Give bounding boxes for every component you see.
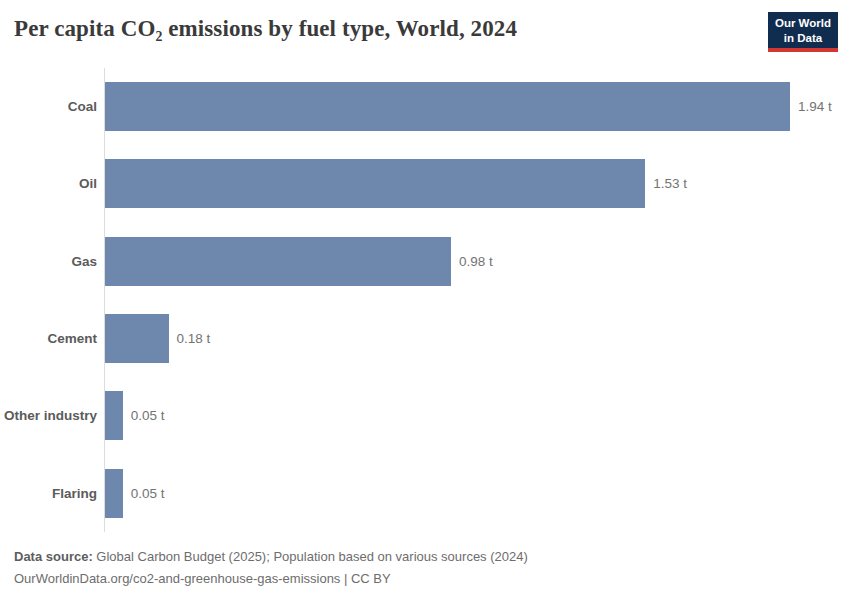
value-label: 0.05 t xyxy=(131,486,165,501)
owid-logo-line1: Our World xyxy=(775,16,831,31)
bar[interactable] xyxy=(105,391,123,440)
bar[interactable] xyxy=(105,469,123,518)
bar-row: Gas 0.98 t xyxy=(0,223,850,300)
value-label: 0.05 t xyxy=(131,408,165,423)
data-source-label: Data source: xyxy=(14,549,93,564)
bar[interactable] xyxy=(105,314,169,363)
value-label: 0.98 t xyxy=(459,254,493,269)
value-label: 0.18 t xyxy=(177,331,211,346)
chart-export: Per capita CO₂ emissions by fuel type, W… xyxy=(0,0,850,600)
bar-rows-container: Coal 1.94 t Oil 1.53 t Gas 0.98 t Cement 0.18 t… xyxy=(0,68,850,532)
data-source-line: Data source: Global Carbon Budget (2025)… xyxy=(14,546,834,568)
bar-chart: Coal 1.94 t Oil 1.53 t Gas 0.98 t Cement 0.18 t… xyxy=(0,68,850,532)
bar-track: 0.98 t xyxy=(105,237,850,286)
value-label: 1.94 t xyxy=(798,99,832,114)
bar[interactable] xyxy=(105,82,790,131)
bar-row: Cement 0.18 t xyxy=(0,300,850,377)
attribution-line: OurWorldinData.org/co2-and-greenhouse-ga… xyxy=(14,568,834,590)
chart-title: Per capita CO₂ emissions by fuel type, W… xyxy=(14,16,754,42)
bar-row: Oil 1.53 t xyxy=(0,145,850,222)
category-label: Oil xyxy=(0,176,104,191)
bar-row: Coal 1.94 t xyxy=(0,68,850,145)
owid-logo: Our World in Data xyxy=(768,12,838,52)
category-label: Coal xyxy=(0,99,104,114)
bar-track: 1.53 t xyxy=(105,159,850,208)
chart-footer: Data source: Global Carbon Budget (2025)… xyxy=(14,546,834,590)
category-label: Gas xyxy=(0,254,104,269)
bar-track: 0.18 t xyxy=(105,314,850,363)
bar[interactable] xyxy=(105,159,645,208)
bar-row: Flaring 0.05 t xyxy=(0,455,850,532)
bar-track: 0.05 t xyxy=(105,469,850,518)
bar-row: Other industry 0.05 t xyxy=(0,377,850,454)
bar-track: 1.94 t xyxy=(105,82,850,131)
category-label: Cement xyxy=(0,331,104,346)
bar[interactable] xyxy=(105,237,451,286)
value-label: 1.53 t xyxy=(653,176,687,191)
bar-track: 0.05 t xyxy=(105,391,850,440)
owid-logo-line2: in Data xyxy=(775,31,831,46)
category-label: Flaring xyxy=(0,486,104,501)
category-label: Other industry xyxy=(0,408,104,423)
data-source-text: Global Carbon Budget (2025); Population … xyxy=(93,549,528,564)
